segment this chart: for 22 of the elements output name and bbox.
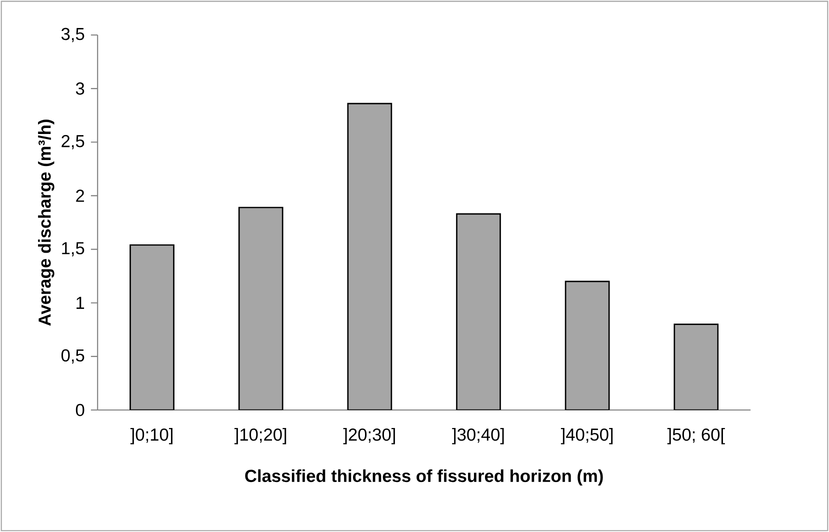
x-tick-label: ]50; 60[ bbox=[667, 428, 725, 444]
bar bbox=[674, 324, 719, 410]
y-tick-label: 2 bbox=[76, 190, 84, 202]
x-tick-label: ]0;10] bbox=[130, 428, 172, 444]
bar bbox=[238, 206, 284, 410]
bar bbox=[564, 280, 610, 410]
y-tick-label: 0,5 bbox=[61, 349, 84, 364]
y-tick-label: 1 bbox=[76, 296, 84, 309]
y-axis-title: Average discharge (m³/h) bbox=[38, 120, 54, 326]
bar bbox=[130, 244, 174, 410]
x-tick-label: ]10;20] bbox=[234, 428, 286, 444]
y-tick-label: 3 bbox=[76, 82, 84, 95]
bar bbox=[456, 213, 501, 410]
y-tick-label: 0 bbox=[76, 404, 84, 416]
x-axis-title: Classified thickness of fissured horizon (m) bbox=[245, 469, 603, 486]
y-tick-label: 3,5 bbox=[61, 28, 84, 42]
y-tick-label: 1,5 bbox=[62, 242, 84, 256]
x-tick-label: ]40;50] bbox=[560, 428, 613, 444]
x-tick-label: ]30;40] bbox=[452, 428, 504, 444]
y-tick-label: 2,5 bbox=[62, 134, 84, 150]
bar bbox=[347, 102, 392, 410]
x-tick-label: ]20;30] bbox=[343, 428, 395, 444]
